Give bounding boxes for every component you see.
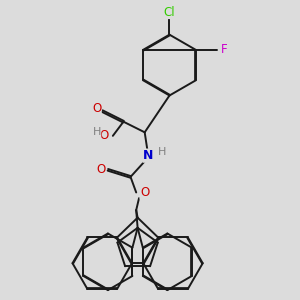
Text: O: O: [96, 163, 105, 176]
Text: F: F: [220, 44, 227, 56]
Text: O: O: [140, 186, 149, 199]
Text: Cl: Cl: [164, 5, 175, 19]
Text: H: H: [92, 127, 101, 137]
Text: O: O: [100, 129, 109, 142]
Text: N: N: [143, 149, 153, 162]
Text: H: H: [158, 147, 166, 157]
Text: O: O: [92, 102, 101, 115]
